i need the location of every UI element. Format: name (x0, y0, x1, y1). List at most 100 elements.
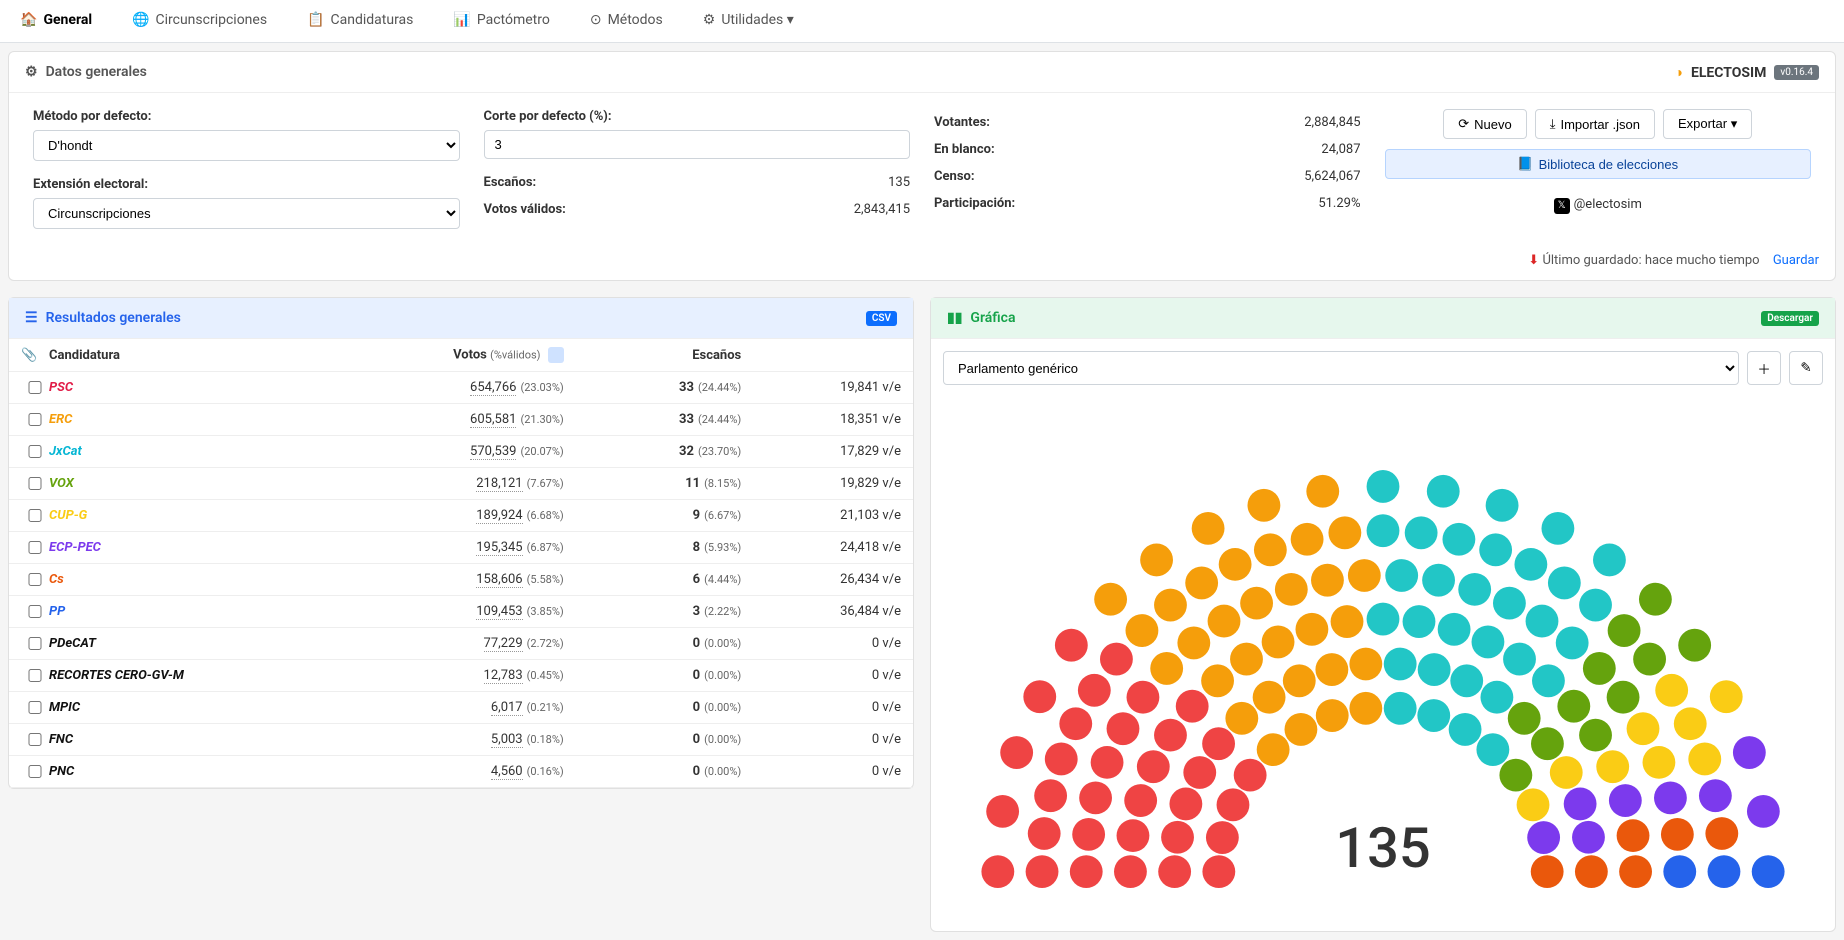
seat-dot (1275, 573, 1308, 606)
save-link[interactable]: Guardar (1773, 253, 1819, 268)
new-button[interactable]: ⟳Nuevo (1443, 109, 1526, 139)
row-checkbox[interactable] (21, 381, 49, 394)
cut-label: Corte por defecto (%): (484, 109, 911, 124)
nav-tab-circunscripciones[interactable]: 🌐Circunscripciones (124, 0, 275, 42)
seat-dot (1306, 475, 1339, 508)
party-name: MPIC (49, 700, 333, 715)
social-handle[interactable]: @electosim (1574, 197, 1642, 212)
seat-dot (1617, 819, 1650, 852)
cut-input[interactable] (484, 130, 911, 159)
seat-dot (1508, 702, 1541, 735)
nav-tab-utilidades-[interactable]: ⚙Utilidades ▾ (695, 0, 802, 42)
table-row: PSC654,766(23.03%)33(24.44%)19,841 v/e (9, 372, 913, 404)
seat-dot (1699, 779, 1732, 812)
row-checkbox[interactable] (21, 541, 49, 554)
col-seats[interactable]: Escaños (564, 348, 742, 363)
sort-icon[interactable] (548, 347, 564, 363)
import-button[interactable]: ⤓Importar .json (1535, 109, 1655, 139)
seat-dot (1493, 587, 1526, 620)
seat-dot (1422, 564, 1455, 597)
nav-icon: ⊙ (590, 12, 602, 28)
x-icon: 𝕏 (1554, 198, 1570, 214)
nav-tab-candidaturas[interactable]: 📋Candidaturas (299, 0, 421, 42)
table-row: PP109,453(3.85%)3(2.22%)36,484 v/e (9, 596, 913, 628)
general-panel: ◑ ELECTOSIM v0.16.4 ⚙ Datos generales Mé… (8, 51, 1836, 281)
census-value: 5,624,067 (1304, 169, 1360, 184)
seat-dot (1476, 733, 1509, 766)
chart-type-select[interactable]: Parlamento genérico (943, 351, 1739, 385)
csv-badge[interactable]: CSV (866, 311, 897, 326)
seat-dot (1531, 855, 1564, 888)
seat-dot (1126, 614, 1159, 647)
seat-dot (1619, 855, 1652, 888)
nav-tab-m-todos[interactable]: ⊙Métodos (582, 0, 671, 42)
row-checkbox[interactable] (21, 669, 49, 682)
extension-select[interactable]: Circunscripciones (33, 198, 460, 229)
method-select[interactable]: D'hondt (33, 130, 460, 161)
blank-value: 24,087 (1321, 142, 1360, 157)
seat-dot (1572, 821, 1605, 854)
ve-cell: 0 v/e (741, 764, 901, 779)
add-chart-button[interactable]: ＋ (1747, 351, 1781, 385)
row-checkbox[interactable] (21, 477, 49, 490)
table-row: ECP-PEC195,345(6.87%)8(5.93%)24,418 v/e (9, 532, 913, 564)
seat-dot (1384, 692, 1417, 725)
row-checkbox[interactable] (21, 701, 49, 714)
seat-dot (1607, 681, 1640, 714)
ve-cell: 24,418 v/e (741, 540, 901, 555)
ve-cell: 19,841 v/e (741, 380, 901, 395)
seats-cell: 0(0.00%) (564, 700, 742, 715)
party-name: ERC (49, 412, 333, 427)
col-votes[interactable]: Votos (%válidos) (333, 347, 564, 363)
nav-tab-general[interactable]: 🏠General (12, 0, 100, 42)
seat-dot (1026, 855, 1059, 888)
seat-dot (1564, 788, 1597, 821)
census-label: Censo: (934, 169, 975, 184)
nav-label: General (43, 12, 92, 28)
seat-dot (1349, 692, 1382, 725)
library-button[interactable]: 📘Biblioteca de elecciones (1385, 149, 1812, 179)
seat-dot (1643, 746, 1676, 779)
seat-dot (1254, 533, 1287, 566)
table-row: MPIC6,017(0.21%)0(0.00%)0 v/e (9, 692, 913, 724)
seat-dot (1185, 567, 1218, 600)
seat-dot (1240, 587, 1273, 620)
seat-dot (1710, 680, 1743, 713)
seat-dot (1663, 855, 1696, 888)
seat-dot (1311, 564, 1344, 597)
row-checkbox[interactable] (21, 637, 49, 650)
blank-label: En blanco: (934, 142, 995, 157)
seat-dot (1442, 523, 1475, 556)
votes-cell: 12,783(0.45%) (333, 668, 564, 683)
row-checkbox[interactable] (21, 605, 49, 618)
seats-cell: 33(24.44%) (564, 380, 742, 395)
download-badge[interactable]: Descargar (1761, 311, 1819, 326)
seat-dot (1348, 559, 1381, 592)
seats-cell: 33(24.44%) (564, 412, 742, 427)
seat-dot (1100, 643, 1133, 676)
ve-cell: 26,434 v/e (741, 572, 901, 587)
votes-cell: 654,766(23.03%) (333, 380, 564, 395)
nav-icon: 🌐 (132, 12, 149, 28)
ve-cell: 0 v/e (741, 732, 901, 747)
last-saved-prefix: Último guardado: (1542, 253, 1644, 268)
edit-chart-button[interactable]: ✎ (1789, 351, 1823, 385)
gear-icon: ⚙ (25, 64, 38, 80)
row-checkbox[interactable] (21, 573, 49, 586)
row-checkbox[interactable] (21, 765, 49, 778)
seat-dot (1127, 681, 1160, 714)
voters-label: Votantes: (934, 115, 990, 130)
export-button[interactable]: Exportar ▾ (1663, 109, 1752, 139)
total-seats: 135 (1335, 815, 1430, 881)
row-checkbox[interactable] (21, 445, 49, 458)
nav-tab-pact-metro[interactable]: 📊Pactómetro (445, 0, 557, 42)
social-row: 𝕏 @electosim (1385, 197, 1812, 214)
ve-cell: 0 v/e (741, 668, 901, 683)
row-checkbox[interactable] (21, 509, 49, 522)
brand-logo-icon: ◑ (1675, 64, 1683, 81)
row-checkbox[interactable] (21, 733, 49, 746)
nav-icon: 📊 (453, 12, 470, 28)
seat-dot (1550, 756, 1583, 789)
row-checkbox[interactable] (21, 413, 49, 426)
seat-dot (1154, 589, 1187, 622)
